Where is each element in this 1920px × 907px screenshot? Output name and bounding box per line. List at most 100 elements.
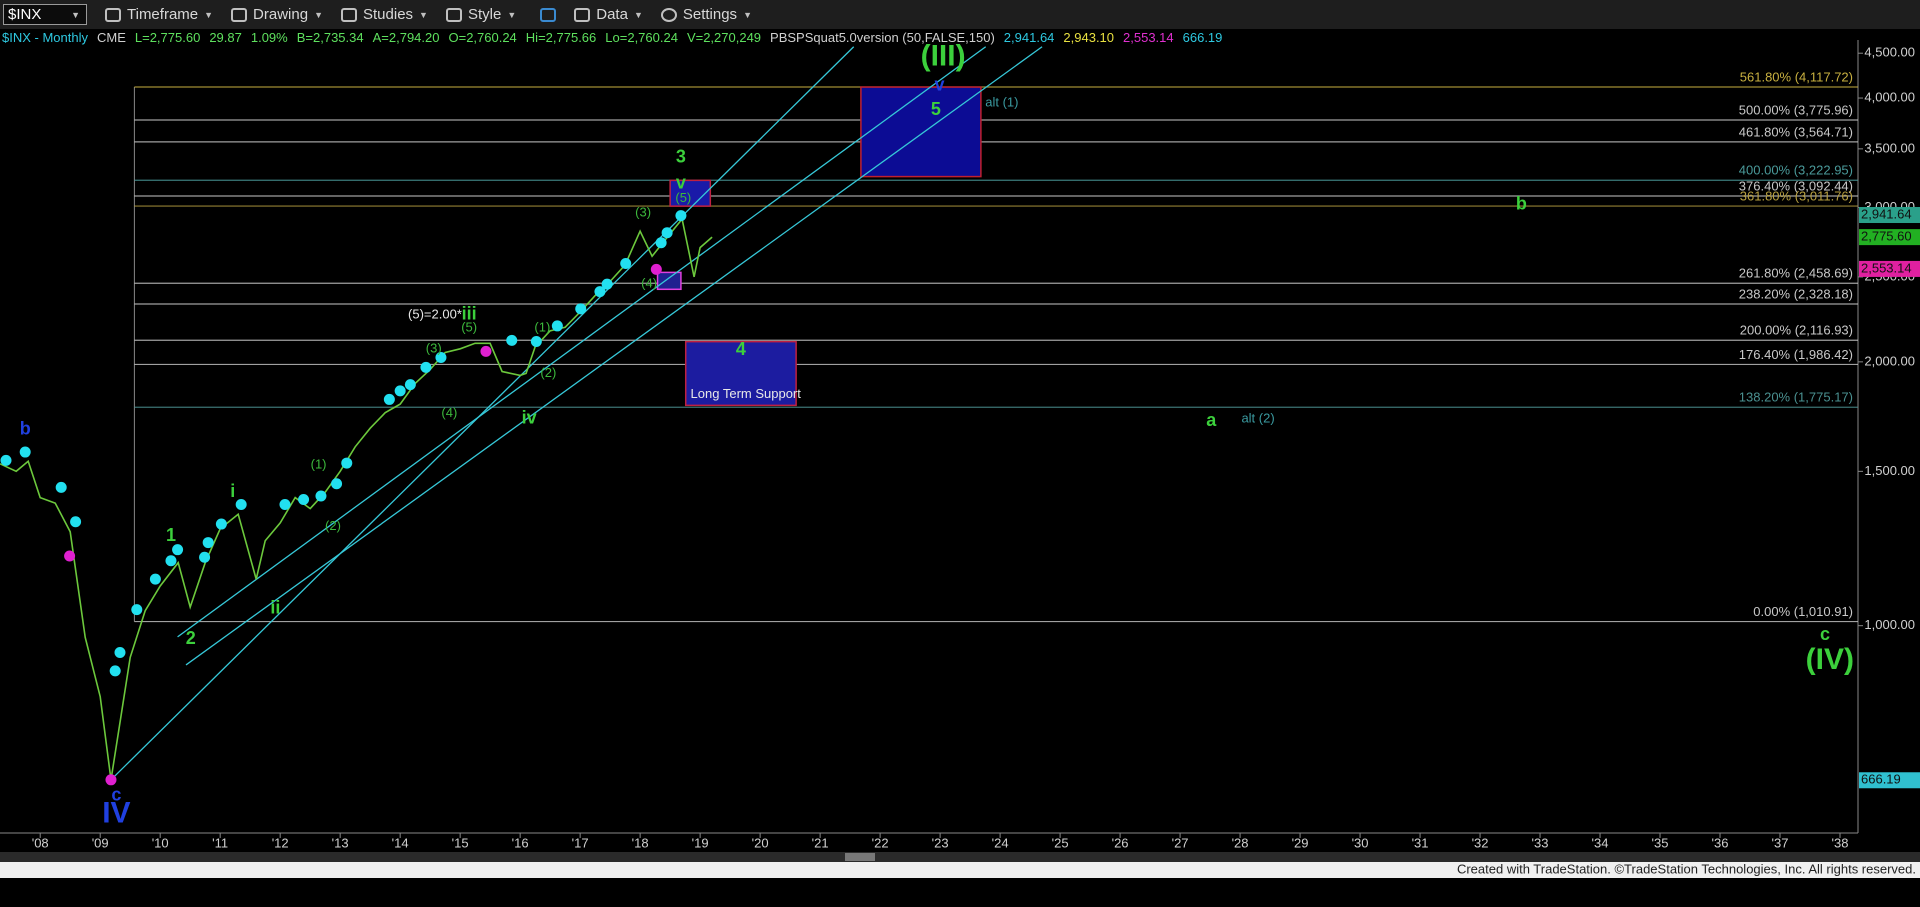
x-tick-label: '35 xyxy=(1652,835,1669,850)
wave-label: (5)=2.00* xyxy=(408,306,462,321)
dot xyxy=(105,774,117,786)
dot xyxy=(601,278,613,290)
dot xyxy=(109,665,121,677)
wave-label: i xyxy=(230,481,235,501)
wave-label: a xyxy=(1206,410,1217,430)
dot xyxy=(0,454,12,466)
wave-label: iii xyxy=(462,304,477,324)
wave-label: iv xyxy=(522,408,537,428)
wave-label: (III) xyxy=(921,40,966,73)
dot xyxy=(594,286,606,298)
scrollbar-thumb[interactable] xyxy=(845,853,875,861)
info-item: 2,943.10 xyxy=(1063,30,1114,45)
dot xyxy=(19,446,31,458)
dot xyxy=(70,516,82,528)
dot xyxy=(404,379,416,391)
icon xyxy=(660,7,677,22)
menu-item[interactable]: Timeframe ▼ xyxy=(105,6,213,23)
menu-item[interactable]: Style ▼ xyxy=(445,6,517,23)
channel-line xyxy=(177,46,987,638)
price-marker-label: 2,941.64 xyxy=(1861,206,1912,221)
fib-label: 261.80% (2,458.69) xyxy=(1739,266,1853,281)
caret: ▼ xyxy=(419,9,428,20)
dot xyxy=(199,551,211,563)
x-tick-label: '11 xyxy=(212,835,228,850)
x-tick-label: '33 xyxy=(1532,835,1549,850)
wave-label: ii xyxy=(270,597,280,617)
menu-label: Settings xyxy=(682,6,738,23)
wave-label: c xyxy=(111,784,121,804)
x-tick-label: '13 xyxy=(332,835,349,850)
x-tick-label: '32 xyxy=(1472,835,1489,850)
wave-label: IV xyxy=(102,796,130,829)
menu-item[interactable]: Data ▼ xyxy=(574,6,643,23)
menu-item[interactable]: Settings ▼ xyxy=(660,6,752,23)
y-tick-label: 1,500.00 xyxy=(1864,463,1915,478)
menu-item[interactable]: Drawing ▼ xyxy=(231,6,323,23)
wave-label: v xyxy=(934,75,944,95)
wave-label: (1) xyxy=(311,457,327,472)
price-line xyxy=(0,217,713,780)
menu-label: Style xyxy=(467,6,502,23)
info-item: L=2,775.60 xyxy=(135,30,200,45)
fib-label: 361.80% (3,011.76) xyxy=(1740,188,1853,203)
y-tick-label: 4,500.00 xyxy=(1864,45,1915,60)
fib-label: 138.20% (1,775.17) xyxy=(1739,390,1853,405)
menu-label: Drawing xyxy=(253,6,309,23)
caret: ▼ xyxy=(633,9,643,20)
info-item: $INX - Monthly xyxy=(2,30,88,45)
dot xyxy=(315,490,327,502)
zone xyxy=(656,271,682,291)
menu-label: Studies xyxy=(363,6,414,23)
x-tick-label: '18 xyxy=(632,835,649,850)
menu-label: Data xyxy=(596,6,628,23)
dot xyxy=(279,498,291,510)
fib-label: 200.00% (2,116.93) xyxy=(1740,323,1853,338)
x-tick-label: '28 xyxy=(1232,835,1249,850)
info-item: CME xyxy=(97,30,126,45)
dot xyxy=(675,210,687,222)
y-tick-label: 3,500.00 xyxy=(1864,140,1915,155)
dot xyxy=(661,227,673,239)
x-tick-label: '10 xyxy=(152,835,169,850)
wave-label: (IV) xyxy=(1806,643,1854,676)
footer: Created with TradeStation. ©TradeStation… xyxy=(1457,861,1916,876)
wave-label: (3) xyxy=(426,341,442,356)
info-item: B=2,735.34 xyxy=(297,30,364,45)
icon xyxy=(574,7,591,22)
info-item: 2,941.64 xyxy=(1004,30,1055,45)
info-line: $INX - Monthly CME L=2,775.60 29.87 1.09% B=2… xyxy=(2,30,1222,45)
scrollbar[interactable] xyxy=(0,852,1920,862)
dot xyxy=(55,481,67,493)
dot xyxy=(650,263,662,275)
menu-item[interactable]: Studies ▼ xyxy=(341,6,428,23)
symbol-box[interactable]: $INX ▼ xyxy=(3,4,87,25)
fib-label: 376.40% (3,092.44) xyxy=(1739,178,1853,193)
menu-item[interactable] xyxy=(540,7,557,22)
y-tick-label: 1,000.00 xyxy=(1864,617,1915,632)
chart: Created with TradeStation. ©TradeStation… xyxy=(0,30,1920,878)
channel-line xyxy=(185,46,1043,666)
wave-label: 5 xyxy=(931,99,941,119)
toolbar: $INX ▼ Timeframe ▼ Drawing ▼ Studies ▼ Style… xyxy=(0,0,1920,29)
x-tick-label: '12 xyxy=(272,835,289,850)
dot xyxy=(530,335,542,347)
info-item: 2,553.14 xyxy=(1123,30,1174,45)
dot xyxy=(64,550,76,562)
caret: ▼ xyxy=(507,9,517,20)
x-tick-label: '16 xyxy=(512,835,529,850)
wave-label: (5) xyxy=(675,190,691,205)
wave-label: (2) xyxy=(540,365,556,380)
wave-label: alt (1) xyxy=(985,94,1018,109)
wave-label: (1) xyxy=(534,320,550,335)
dot xyxy=(172,544,184,556)
wave-label: b xyxy=(1516,193,1527,213)
fib-label: 176.40% (1,986.42) xyxy=(1739,347,1853,362)
footer-band xyxy=(0,862,1920,878)
fib-label: 238.20% (2,328.18) xyxy=(1739,286,1853,301)
dot xyxy=(480,345,492,357)
x-tick-label: '15 xyxy=(452,835,469,850)
x-tick-label: '17 xyxy=(572,835,589,850)
dot xyxy=(165,555,177,567)
wave-label: (2) xyxy=(325,518,341,533)
